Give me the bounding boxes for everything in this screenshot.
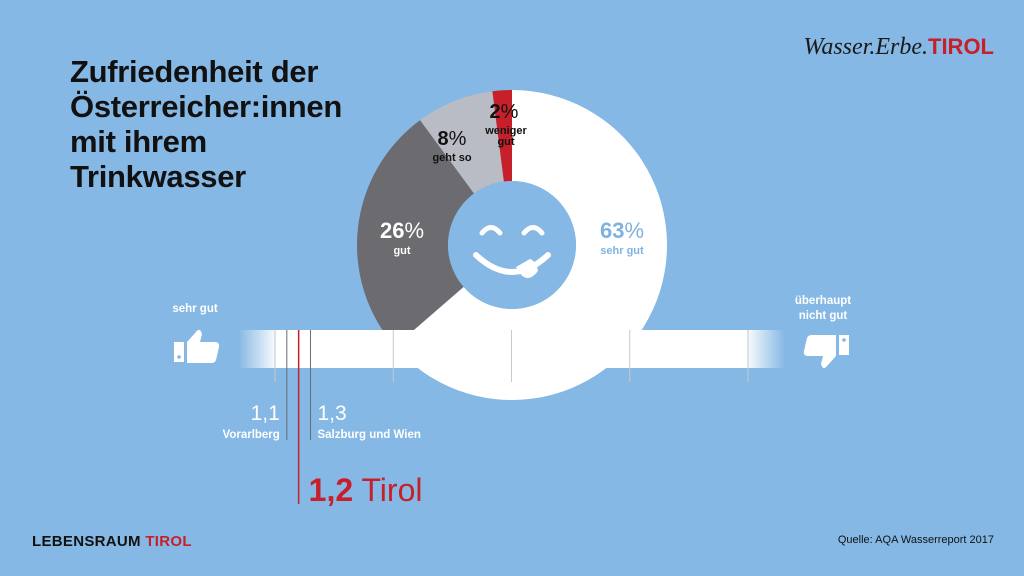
source-note: Quelle: AQA Wasserreport 2017 [838,534,994,546]
thumbs-up-icon [174,330,219,363]
marker-label: Salzburg und Wien [317,429,420,441]
marker-value-tirol: 1,2 Tirol [309,472,423,508]
slice-value: 63% [600,218,644,243]
footer-accent: TIROL [145,533,192,550]
marker-value: 1,1 [251,402,280,425]
scale-right-label: überhaupt [795,295,851,307]
slice-label: gut [393,245,410,257]
slice-value: 26% [380,218,424,243]
marker-label: Vorarlberg [223,429,280,441]
footer-logo: LEBENSRAUM TIROL [32,533,192,550]
footer-prefix: LEBENSRAUM [32,533,145,550]
slice-label: gut [497,136,514,148]
slice-label: sehr gut [600,245,644,257]
thumbs-down-icon [804,335,849,368]
scale-right-label: nicht gut [799,310,848,322]
scale-bar-fade-left [238,330,278,368]
slice-value: 8% [438,128,467,150]
smiley-tongue-icon [448,181,576,309]
scale-left-label: sehr gut [172,303,218,315]
slice-label: geht so [432,152,471,164]
scale-bar-fade-right [745,330,785,368]
marker-value: 1,3 [317,402,346,425]
slice-value: 2% [490,101,519,123]
